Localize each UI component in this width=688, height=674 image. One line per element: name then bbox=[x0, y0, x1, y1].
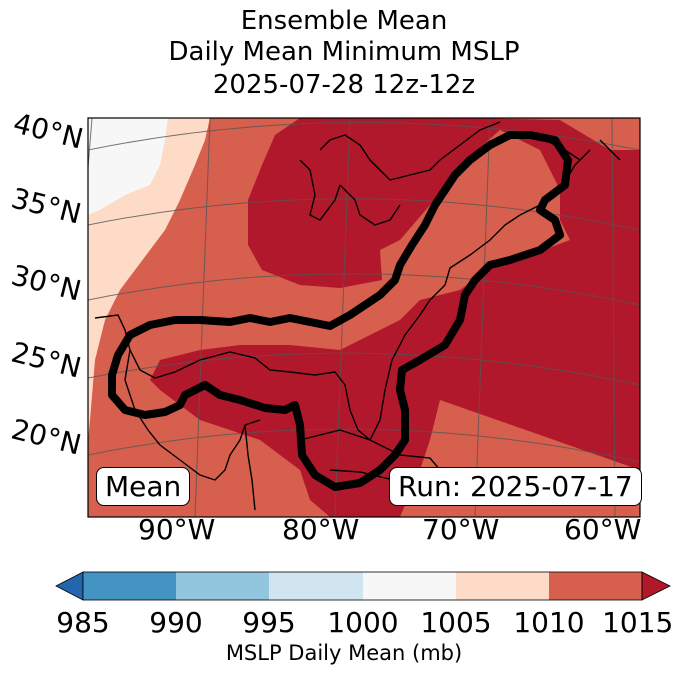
colorbar-extend-high bbox=[641, 571, 671, 601]
colorbar bbox=[55, 571, 671, 601]
map-frame bbox=[87, 117, 641, 518]
contour-line bbox=[108, 131, 572, 491]
colorbar-bin-1000-1005 bbox=[363, 572, 456, 600]
colorbar-bin-985-990 bbox=[83, 572, 176, 600]
lon-label-70w: 70°W bbox=[422, 513, 500, 546]
lon-label-60w: 60°W bbox=[564, 513, 642, 546]
colorbar-bin-995-1000 bbox=[269, 572, 363, 600]
colorbar-bin-1005-1010 bbox=[456, 572, 549, 600]
colorbar-bin-1010-1015 bbox=[549, 572, 642, 600]
lon-label-80w: 80°W bbox=[282, 513, 360, 546]
colorbar-tick-995: 995 bbox=[242, 606, 296, 639]
mslp-field bbox=[88, 118, 640, 517]
lon-label-90w: 90°W bbox=[138, 513, 216, 546]
colorbar-tick-1000: 1000 bbox=[327, 606, 399, 639]
title-line-1: Ensemble Mean bbox=[240, 6, 448, 36]
colorbar-bin-990-995 bbox=[176, 572, 269, 600]
title-line-3: 2025-07-28 12z-12z bbox=[212, 70, 476, 100]
colorbar-tick-1005: 1005 bbox=[420, 606, 492, 639]
colorbar-tick-985: 985 bbox=[56, 606, 110, 639]
colorbar-tick-1015: 1015 bbox=[602, 606, 674, 639]
mean-label-box: Mean bbox=[96, 467, 191, 506]
colorbar-frame bbox=[82, 571, 643, 601]
mslp-1005-1010-region bbox=[88, 118, 640, 517]
colorbar-tick-1010: 1010 bbox=[513, 606, 585, 639]
run-label-box: Run: 2025-07-17 bbox=[389, 467, 642, 506]
colorbar-extend-low bbox=[55, 571, 84, 601]
title-line-2: Daily Mean Minimum MSLP bbox=[168, 37, 520, 67]
colorbar-label: MSLP Daily Mean (mb) bbox=[225, 641, 463, 665]
colorbar-tick-990: 990 bbox=[149, 606, 203, 639]
mslp-995-1000-region bbox=[88, 118, 168, 215]
